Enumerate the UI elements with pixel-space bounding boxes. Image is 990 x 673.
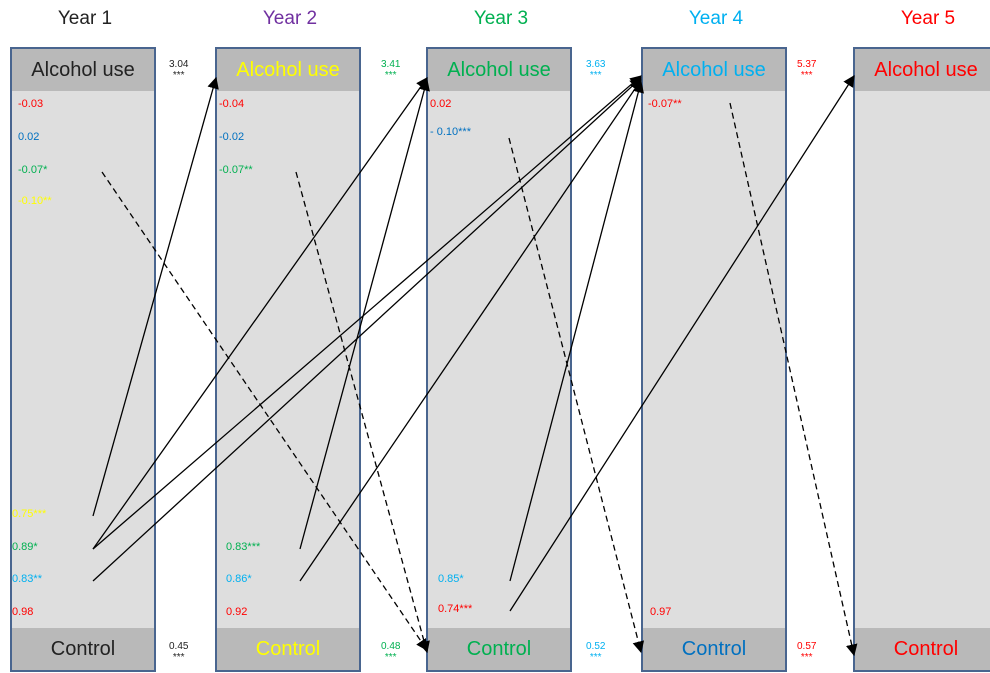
y3-bottom-coef-2: 0.74*** (438, 603, 473, 615)
stability-stars: *** (589, 70, 602, 81)
control-stability-y1-y2: 0.45 *** (169, 641, 188, 663)
y1-bottom-coef-4: 0.98 (12, 606, 34, 618)
arrow-control1-to-alcohol3 (92, 77, 428, 550)
stability-stars: *** (384, 70, 397, 81)
year-3-control-node: Control (428, 628, 570, 670)
y1-top-coef-3: -0.07* (18, 164, 48, 176)
stability-stars: *** (172, 70, 185, 81)
y2-bottom-coef-3: 0.92 (226, 606, 248, 618)
y1-top-coef-4: -0.10** (18, 195, 52, 207)
y2-bottom-coef-1: 0.83*** (226, 541, 261, 553)
y1-bottom-coef-2: 0.89* (12, 541, 38, 553)
y2-top-coef-1: -0.04 (219, 98, 245, 110)
year-4-alcohol-node: Alcohol use (643, 49, 785, 91)
stability-value: 3.04 (169, 59, 189, 70)
alcohol-stability-y2-y3: 3.41 *** (381, 59, 400, 81)
stability-value: 0.48 (381, 641, 401, 652)
year-1-title: Year 1 (57, 8, 113, 29)
stability-stars: *** (589, 652, 602, 663)
year-3-alcohol-node: Alcohol use (428, 49, 570, 91)
year-4-title: Year 4 (688, 8, 744, 29)
control-stability-y2-y3: 0.48 *** (381, 641, 400, 663)
arrow-control3-to-alcohol5 (509, 75, 855, 612)
arrow-control2-to-alcohol4 (299, 79, 642, 582)
y4-bottom-coef-1: 0.97 (650, 606, 672, 618)
year-1-alcohol-node: Alcohol use (12, 49, 154, 91)
arrow-control1-to-alcohol4-b (92, 75, 642, 550)
year-5-control-node: Control (855, 628, 990, 670)
stability-value: 0.57 (797, 641, 817, 652)
y1-bottom-coef-3: 0.83** (12, 573, 42, 585)
arrow-alcohol3-to-control4 (508, 137, 645, 654)
stability-value: 3.63 (586, 59, 606, 70)
year-2-panel: Alcohol use Control (215, 47, 361, 672)
stability-value: 0.52 (586, 641, 606, 652)
y3-bottom-coef-1: 0.85* (438, 573, 464, 585)
control-stability-y4-y5: 0.57 *** (797, 641, 816, 663)
y1-bottom-coef-1: 0.75*** (12, 508, 47, 520)
alcohol-stability-y1-y2: 3.04 *** (169, 59, 188, 81)
stability-stars: *** (800, 70, 813, 81)
year-1-panel: Alcohol use Control (10, 47, 156, 672)
arrow-alcohol1-to-control3 (101, 171, 428, 651)
year-5-title: Year 5 (900, 8, 956, 29)
year-2-title: Year 2 (262, 8, 318, 29)
arrow-alcohol4-to-control5 (729, 102, 858, 657)
y4-top-coef-1: -0.07** (648, 98, 682, 110)
stability-value: 0.45 (169, 641, 189, 652)
year-3-title: Year 3 (473, 8, 529, 29)
y1-top-coef-1: -0.03 (18, 98, 44, 110)
stability-stars: *** (800, 652, 813, 663)
arrow-control2-to-alcohol3 (299, 78, 430, 550)
y2-top-coef-2: -0.02 (219, 131, 245, 143)
stability-stars: *** (172, 652, 185, 663)
year-4-control-node: Control (643, 628, 785, 670)
y2-bottom-coef-2: 0.86* (226, 573, 252, 585)
year-5-panel: Alcohol use Control (853, 47, 990, 672)
year-4-panel: Alcohol use Control (641, 47, 787, 672)
arrow-control1-to-alcohol2 (92, 76, 219, 517)
control-stability-y3-y4: 0.52 *** (586, 641, 605, 663)
stability-value: 5.37 (797, 59, 817, 70)
y1-top-coef-2: 0.02 (18, 131, 40, 143)
y3-top-coef-2: - 0.10*** (430, 126, 471, 138)
stability-value: 3.41 (381, 59, 401, 70)
year-5-alcohol-node: Alcohol use (855, 49, 990, 91)
alcohol-stability-y3-y4: 3.63 *** (586, 59, 605, 81)
year-1-control-node: Control (12, 628, 154, 670)
arrow-alcohol2-to-control3 (295, 171, 430, 654)
alcohol-stability-y4-y5: 5.37 *** (797, 59, 816, 81)
arrow-control3-to-alcohol4 (509, 80, 644, 582)
stability-stars: *** (384, 652, 397, 663)
y2-top-coef-3: -0.07** (219, 164, 253, 176)
arrow-control1-to-alcohol4 (92, 77, 642, 582)
year-2-alcohol-node: Alcohol use (217, 49, 359, 91)
year-2-control-node: Control (217, 628, 359, 670)
year-3-panel: Alcohol use Control (426, 47, 572, 672)
y3-top-coef-1: 0.02 (430, 98, 452, 110)
